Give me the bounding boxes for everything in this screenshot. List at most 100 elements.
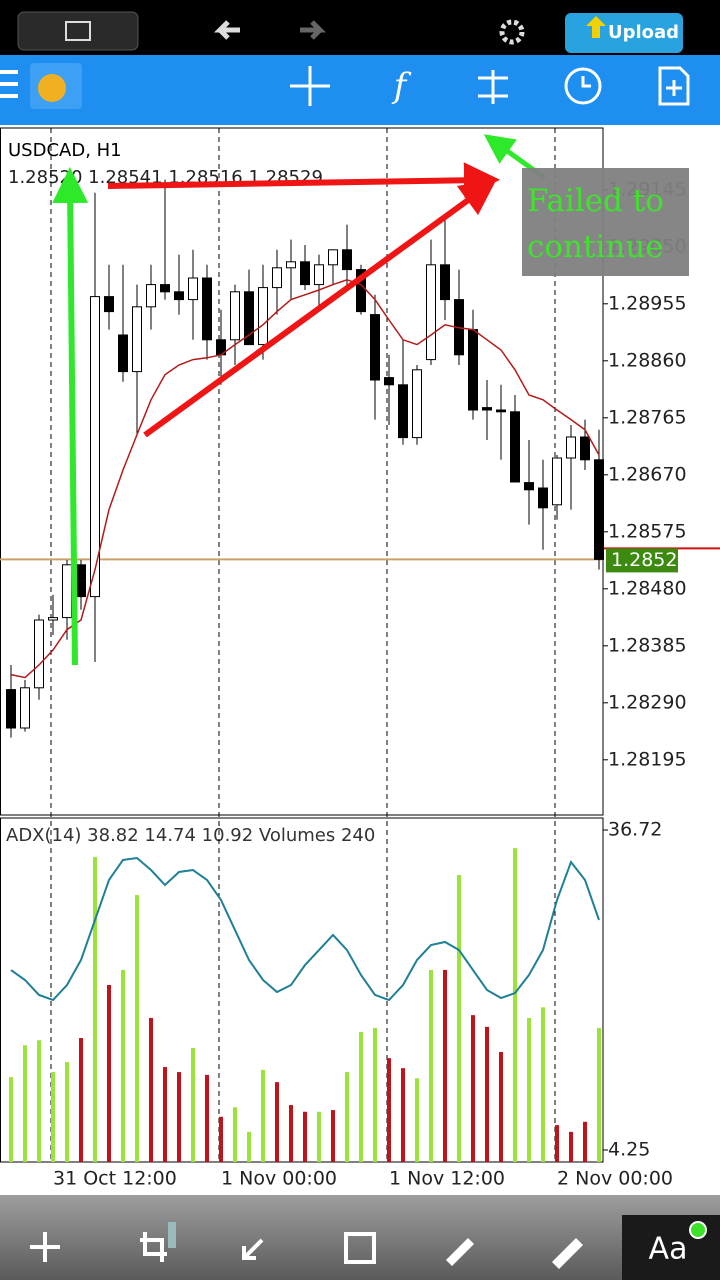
candle-body [160, 284, 170, 293]
volume-bar [317, 1111, 321, 1162]
settings-button[interactable] [499, 19, 525, 45]
candle-body [370, 314, 380, 381]
volume-bar [569, 1131, 573, 1162]
move-tool[interactable] [30, 1232, 60, 1262]
menu-button[interactable] [0, 70, 18, 98]
x-tick-label: 31 Oct 12:00 [53, 1168, 177, 1190]
y-tick-label: 1.28385 [608, 634, 687, 656]
y-tick-label: 1.28575 [608, 520, 687, 542]
volume-bar [205, 1074, 209, 1162]
volume-bar [303, 1111, 307, 1162]
volume-bar [373, 1027, 377, 1162]
candle-body [314, 264, 324, 286]
volume-bar [163, 1067, 167, 1162]
candle-body [6, 689, 16, 729]
volume-bar [275, 1082, 279, 1162]
candle-body [510, 411, 520, 483]
red-arrow [143, 179, 497, 438]
pen-tool[interactable] [446, 1238, 474, 1266]
period-button[interactable] [564, 67, 602, 105]
candle-body [524, 482, 534, 491]
volume-bar [387, 1058, 391, 1162]
volume-bar [93, 857, 97, 1162]
volume-bar [233, 1107, 237, 1162]
y-tick-label: 1.28290 [608, 691, 687, 713]
rectangle-tool[interactable] [344, 1232, 376, 1264]
candle-body [48, 617, 58, 621]
indicator-panel [0, 817, 604, 1163]
green-arrow [52, 167, 89, 666]
candle-body [90, 296, 100, 598]
trade-button[interactable] [478, 70, 508, 104]
volume-bar [289, 1105, 293, 1162]
y-tick-label: 1.28195 [608, 748, 687, 770]
candle-body [412, 369, 422, 439]
indicator-title: ADX(14) 38.82 14.74 10.92 Volumes 240 [6, 825, 375, 846]
price-panel [0, 127, 604, 816]
toolbar [0, 55, 720, 125]
volume-bar [527, 1017, 531, 1162]
crosshair-button[interactable] [290, 66, 330, 106]
y-tick-label: 1.28480 [608, 577, 687, 599]
upload-icon [586, 16, 606, 38]
x-tick-label: 2 Nov 00:00 [557, 1168, 673, 1190]
volume-bar [37, 1040, 41, 1162]
crop-tool[interactable] [140, 1232, 167, 1262]
volume-bar [429, 969, 433, 1162]
y-tick-label: 1.28860 [608, 349, 687, 371]
volume-bar [23, 1045, 27, 1162]
plot: 1.291451.290501.289551.288601.287651.286… [0, 128, 720, 1190]
y-tick-label: 1.28670 [608, 463, 687, 485]
candle-body [482, 407, 492, 411]
current-price-box [606, 548, 678, 573]
new-order-button[interactable] [658, 66, 690, 106]
volume-bar [149, 1017, 153, 1162]
candle-body [20, 687, 30, 729]
candle-body [174, 291, 184, 301]
candle-body [440, 264, 450, 301]
candle-body [118, 334, 128, 373]
volume-bar [541, 1007, 545, 1162]
volume-bar [135, 895, 139, 1162]
volume-bar [401, 1068, 405, 1162]
arrow-tool[interactable] [242, 1238, 264, 1260]
tool-indicator [689, 1221, 707, 1239]
candle-body [580, 436, 590, 461]
candle-body [398, 384, 408, 439]
candle-body [328, 249, 338, 266]
volume-bar [513, 848, 517, 1162]
candle-body [566, 436, 576, 459]
volume-bar [471, 1015, 475, 1162]
candle-body [76, 564, 86, 598]
volume-bar [359, 1031, 363, 1162]
undo-button[interactable] [213, 20, 240, 40]
volume-bar [247, 1131, 251, 1162]
annotations [52, 134, 689, 666]
candle-tool[interactable] [168, 1222, 176, 1248]
chart-title: USDCAD, H1 [8, 140, 122, 161]
red-arrow [107, 162, 500, 199]
text-tool[interactable]: Aa [649, 1232, 688, 1267]
candle-body [62, 564, 72, 619]
volume-bar [457, 874, 461, 1162]
bottom-toolbar [0, 1195, 720, 1280]
volume-bar [555, 1125, 559, 1162]
candle-body [132, 306, 142, 373]
volume-bar [9, 1077, 13, 1162]
indicator-line [10, 856, 600, 1002]
screenshot-button[interactable] [17, 11, 139, 51]
candle-body [202, 277, 212, 341]
volume-bar [485, 1026, 489, 1162]
volume-bar [107, 984, 111, 1162]
marker-tool[interactable] [552, 1238, 583, 1269]
candle-body [286, 261, 296, 269]
candle-body [468, 329, 478, 411]
volume-bar [121, 969, 125, 1162]
x-tick-label: 1 Nov 00:00 [221, 1168, 337, 1190]
redo-button[interactable] [300, 20, 327, 40]
candle-body [356, 269, 366, 313]
candle-body [104, 296, 114, 313]
candle-body [342, 249, 352, 271]
